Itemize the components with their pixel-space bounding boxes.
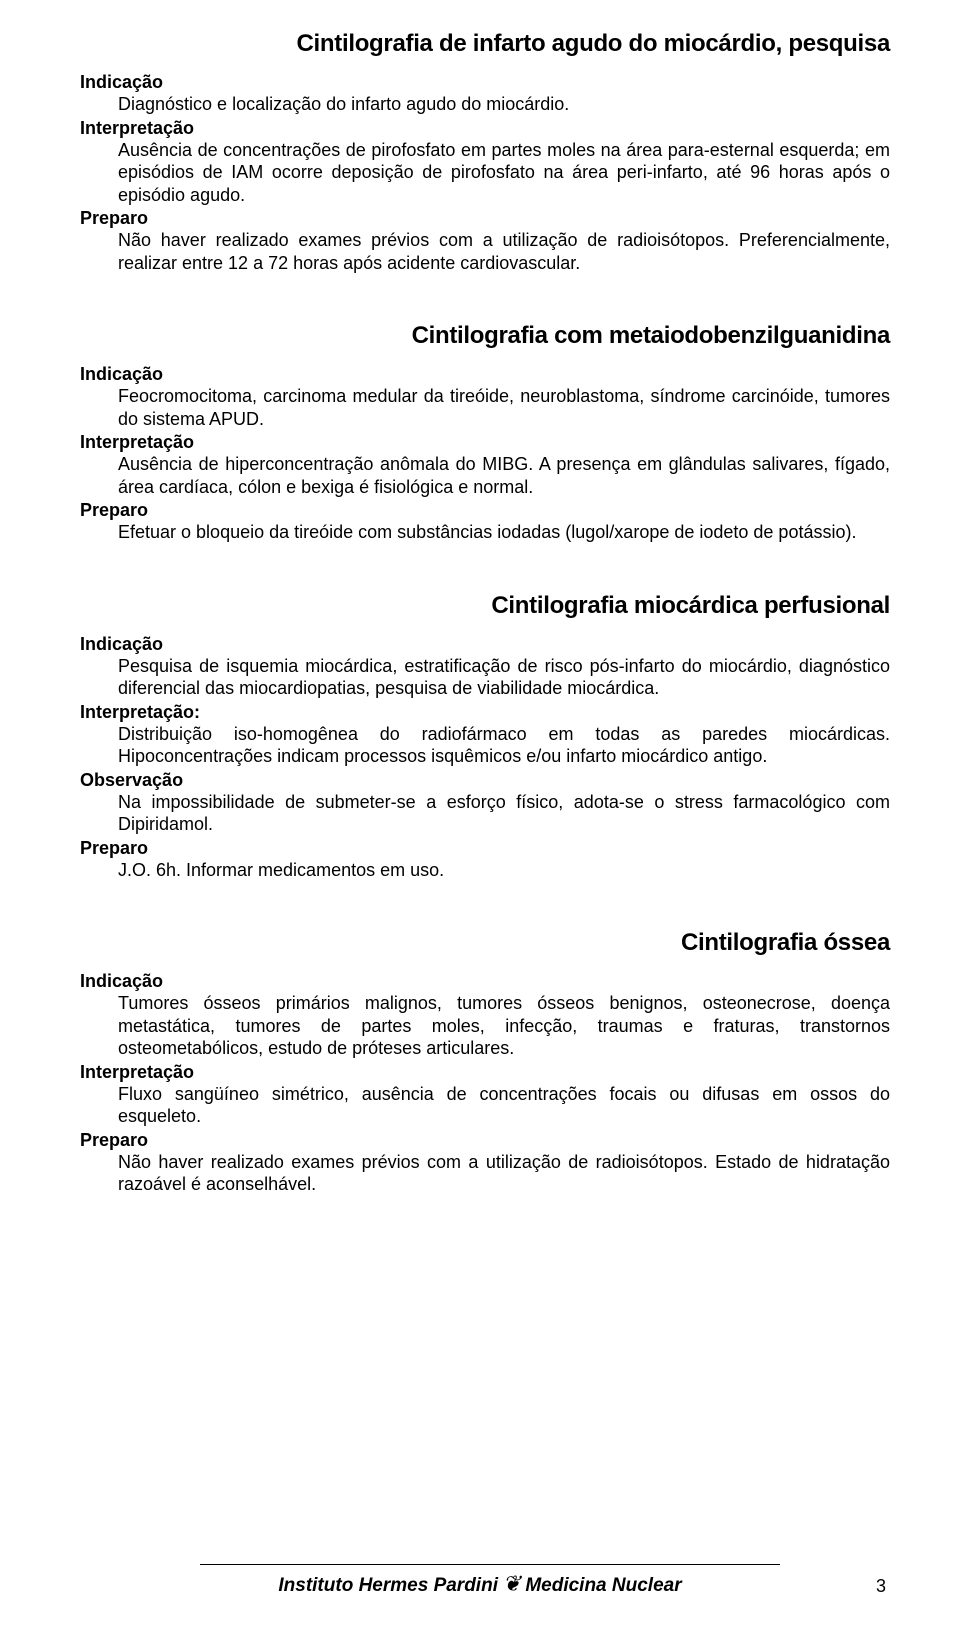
section-title: Cintilografia miocárdica perfusional (80, 592, 890, 620)
exam-section: Cintilografia com metaiodobenzilguanidin… (80, 322, 890, 544)
block-label: Indicação (80, 72, 890, 93)
block-label: Interpretação (80, 118, 890, 139)
block-label: Indicação (80, 364, 890, 385)
block-text: Tumores ósseos primários malignos, tumor… (80, 992, 890, 1060)
block-label: Preparo (80, 838, 890, 859)
block-text: Distribuição iso-homogênea do radiofárma… (80, 723, 890, 768)
block-label: Indicação (80, 634, 890, 655)
block-label: Interpretação (80, 1062, 890, 1083)
page-footer: Instituto Hermes Pardini ❦ Medicina Nucl… (0, 1564, 960, 1597)
block-text: Não haver realizado exames prévios com a… (80, 1151, 890, 1196)
section-title: Cintilografia óssea (80, 929, 890, 957)
block-label: Preparo (80, 208, 890, 229)
exam-section: Cintilografia de infarto agudo do miocár… (80, 30, 890, 274)
block-text: Não haver realizado exames prévios com a… (80, 229, 890, 274)
block-label: Interpretação: (80, 702, 890, 723)
footer-ampersand: ❦ (502, 1571, 520, 1597)
block-text: Efetuar o bloqueio da tireóide com subst… (80, 521, 890, 544)
section-title: Cintilografia com metaiodobenzilguanidin… (80, 322, 890, 350)
block-label: Indicação (80, 971, 890, 992)
block-text: Na impossibilidade de submeter-se a esfo… (80, 791, 890, 836)
block-text: Ausência de concentrações de pirofosfato… (80, 139, 890, 207)
block-text: J.O. 6h. Informar medicamentos em uso. (80, 859, 890, 882)
exam-section: Cintilografia óssea IndicaçãoTumores ósse… (80, 929, 890, 1196)
page-number: 3 (876, 1576, 886, 1597)
block-label: Interpretação (80, 432, 890, 453)
block-label: Preparo (80, 1130, 890, 1151)
exam-section: Cintilografia miocárdica perfusional Indi… (80, 592, 890, 882)
block-text: Pesquisa de isquemia miocárdica, estrati… (80, 655, 890, 700)
block-text: Feocromocitoma, carcinoma medular da tir… (80, 385, 890, 430)
block-label: Observação (80, 770, 890, 791)
block-text: Ausência de hiperconcentração anômala do… (80, 453, 890, 498)
footer-rule (200, 1564, 780, 1565)
block-text: Fluxo sangüíneo simétrico, ausência de c… (80, 1083, 890, 1128)
block-label: Preparo (80, 500, 890, 521)
footer-right: Medicina Nuclear (525, 1575, 681, 1597)
footer-left: Instituto Hermes Pardini (278, 1575, 498, 1597)
block-text: Diagnóstico e localização do infarto agu… (80, 93, 890, 116)
section-title: Cintilografia de infarto agudo do miocár… (80, 30, 890, 58)
